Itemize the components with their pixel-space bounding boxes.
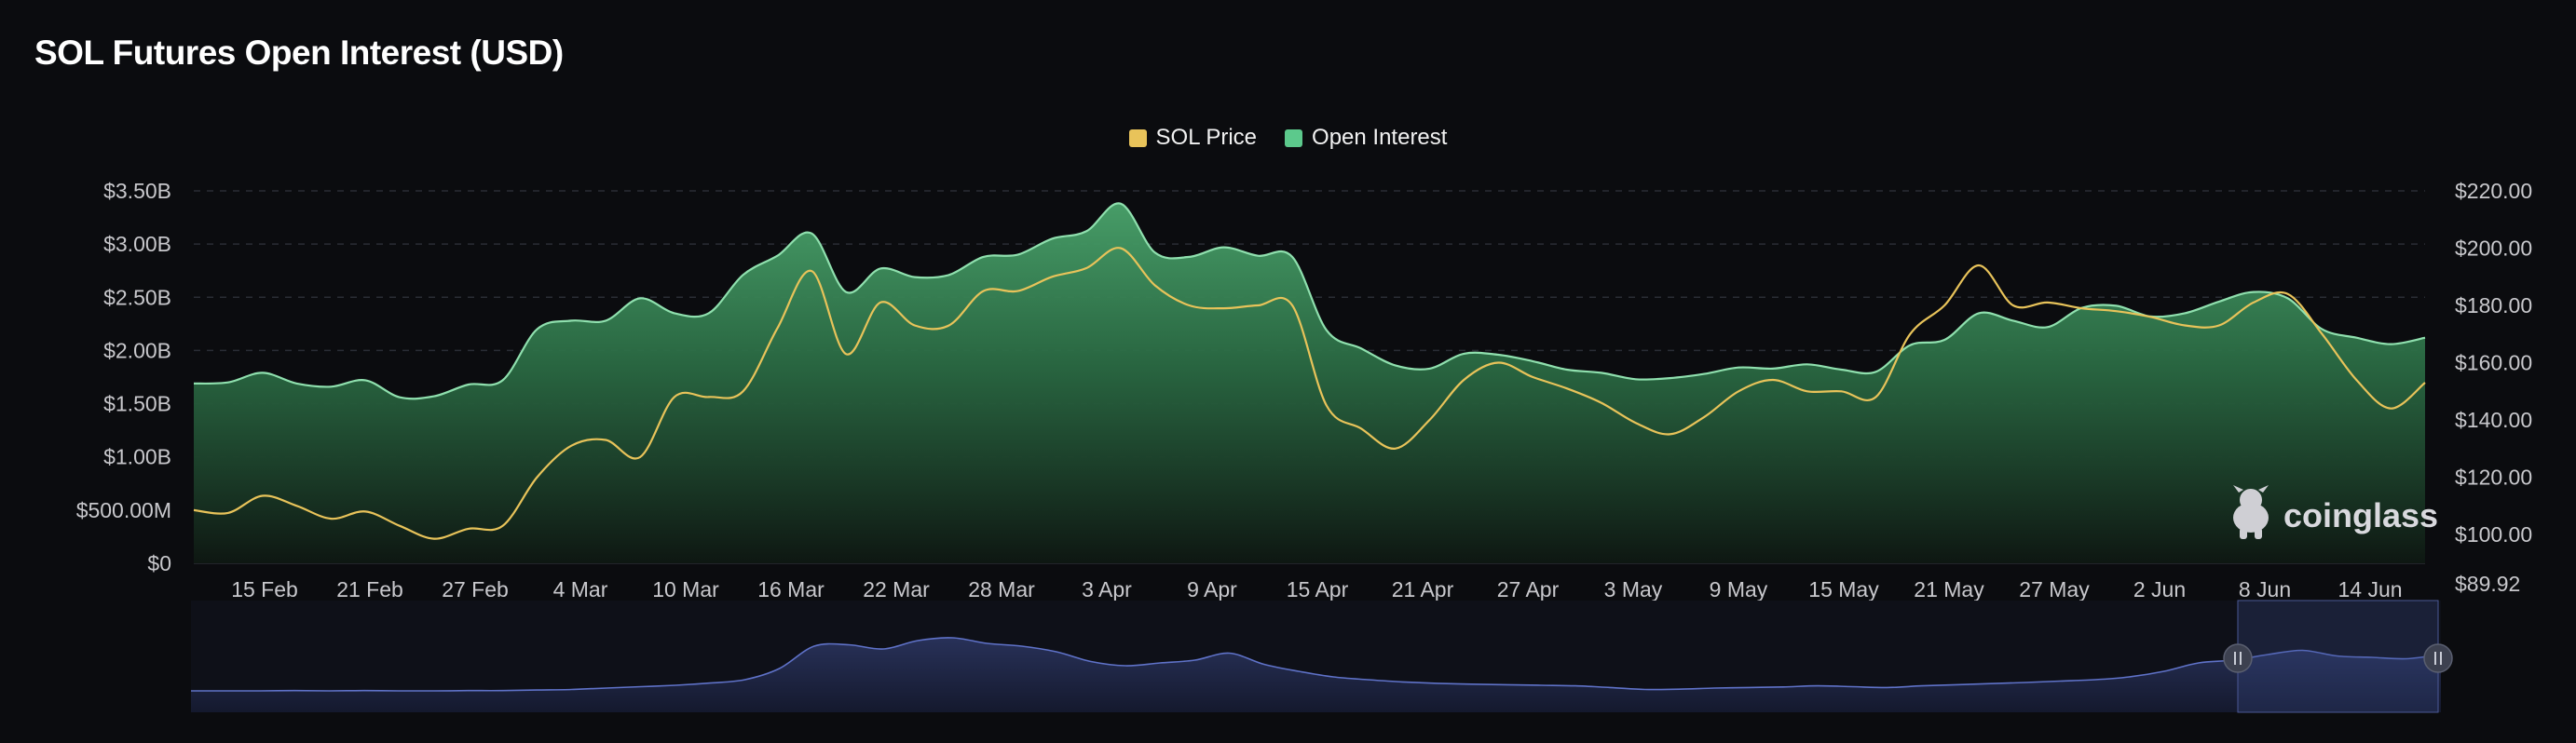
- x-tick-label: 2 Jun: [2133, 577, 2186, 601]
- y-right-tick-label: $100.00: [2455, 522, 2532, 547]
- x-tick-label: 28 Mar: [968, 577, 1035, 601]
- legend-label-open-interest: Open Interest: [1312, 125, 1448, 150]
- y-left-tick-label: $1.00B: [103, 445, 171, 469]
- y-left-tick-label: $3.50B: [103, 179, 171, 203]
- navigator-handle-right[interactable]: [2423, 643, 2453, 673]
- y-left-tick-label: $500.00M: [76, 498, 171, 522]
- watermark: coinglass: [2233, 485, 2438, 539]
- watermark-text: coinglass: [2283, 496, 2438, 534]
- x-tick-label: 8 Jun: [2239, 577, 2291, 601]
- navigator-line: [190, 637, 2442, 692]
- x-tick-label: 15 Apr: [1287, 577, 1349, 601]
- y-right-tick-label: $180.00: [2455, 293, 2532, 317]
- x-tick-label: 27 Feb: [442, 577, 509, 601]
- y-right-tick-label: $220.00: [2455, 179, 2532, 203]
- x-tick-label: 21 May: [1914, 577, 1984, 601]
- x-tick-label: 21 Feb: [336, 577, 403, 601]
- x-tick-label: 3 Apr: [1082, 577, 1132, 601]
- x-tick-label: 27 Apr: [1497, 577, 1560, 601]
- x-tick-label: 3 May: [1604, 577, 1663, 601]
- y-right-tick-label: $120.00: [2455, 466, 2532, 490]
- x-tick-label: 14 Jun: [2337, 577, 2402, 601]
- y-left-tick-label: $0: [147, 551, 171, 575]
- x-tick-label: 21 Apr: [1392, 577, 1454, 601]
- legend-item-sol-price[interactable]: SOL Price: [1128, 125, 1258, 151]
- legend-swatch-open-interest: [1285, 128, 1303, 147]
- legend-swatch-sol-price: [1128, 128, 1147, 147]
- handle-grip-icon: [2223, 643, 2253, 673]
- x-tick-label: 22 Mar: [863, 577, 930, 601]
- navigator-selection[interactable]: [2237, 600, 2439, 713]
- y-left-tick-label: $1.50B: [103, 392, 171, 416]
- x-axis: 15 Feb 21 Feb 27 Feb 4 Mar 10 Mar 16 Mar 22 Ma…: [231, 577, 2402, 601]
- y-left-tick-label: $2.00B: [103, 338, 171, 362]
- open-interest-area: [194, 203, 2425, 563]
- legend: SOL Price Open Interest: [0, 125, 2576, 151]
- y-left-tick-label: $2.50B: [103, 285, 171, 309]
- x-tick-label: 15 Feb: [231, 577, 298, 601]
- handle-grip-icon: [2423, 643, 2453, 673]
- sol-price-line: [193, 247, 2426, 540]
- legend-item-open-interest[interactable]: Open Interest: [1285, 125, 1447, 151]
- y-right-tick-label: $89.92: [2455, 572, 2520, 596]
- x-tick-label: 15 May: [1808, 577, 1879, 601]
- navigator-handle-left[interactable]: [2223, 643, 2253, 673]
- x-tick-label: 27 May: [2019, 577, 2090, 601]
- y-right-tick-label: $160.00: [2455, 351, 2532, 375]
- y-axis-right: $89.92 $100.00 $120.00 $140.00 $160.00 $180.0…: [2455, 179, 2532, 596]
- x-tick-label: 10 Mar: [652, 577, 719, 601]
- x-tick-label: 9 May: [1710, 577, 1768, 601]
- legend-label-sol-price: SOL Price: [1155, 125, 1258, 150]
- y-right-tick-label: $140.00: [2455, 408, 2532, 432]
- y-axis-left: $0 $500.00M $1.00B $1.50B $2.00B $2.50B $3.00B…: [76, 179, 171, 575]
- x-tick-label: 4 Mar: [553, 577, 608, 601]
- range-navigator[interactable]: [190, 600, 2453, 713]
- coinglass-logo-icon: [2233, 485, 2269, 539]
- y-left-tick-label: $3.00B: [103, 232, 171, 256]
- chart-title: SOL Futures Open Interest (USD): [34, 34, 564, 72]
- x-tick-label: 16 Mar: [757, 577, 825, 601]
- x-tick-label: 9 Apr: [1187, 577, 1237, 601]
- y-right-tick-label: $200.00: [2455, 236, 2532, 261]
- open-interest-line: [193, 202, 2426, 400]
